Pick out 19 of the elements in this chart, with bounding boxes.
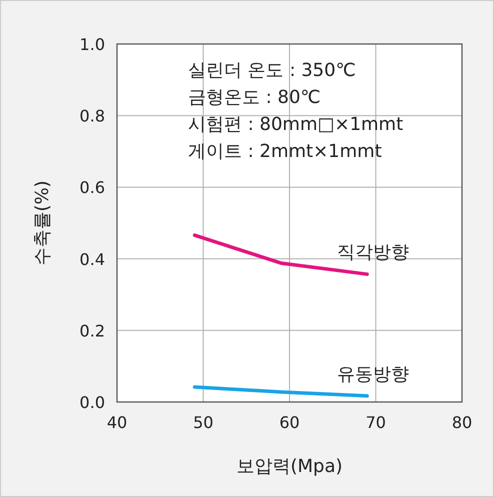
x-tick-label: 50: [193, 413, 214, 432]
y-tick-label: 0.0: [80, 393, 105, 412]
x-tick-label: 40: [106, 413, 128, 432]
x-axis-title: 보압력(Mpa): [236, 456, 343, 477]
series-label: 직각방향: [337, 242, 410, 264]
y-axis-title: 수축률(%): [32, 180, 53, 266]
y-tick-label: 0.6: [80, 178, 105, 198]
x-tick-label: 70: [366, 413, 386, 432]
x-tick-label: 60: [279, 413, 300, 432]
annotation: 실린더 온도 : 350℃: [188, 60, 356, 81]
y-tick-label: 0.2: [80, 321, 105, 340]
x-tick-label: 80: [452, 413, 472, 432]
y-tick-label: 0.4: [80, 250, 105, 269]
y-tick-label: 1.0: [80, 35, 105, 54]
annotation: 시험편 : 80mm□×1mmt: [188, 114, 404, 135]
annotation: 금형온도 : 80℃: [188, 87, 321, 108]
annotation: 게이트 : 2mmt×1mmt: [188, 141, 382, 162]
series-label: 유동방향: [337, 364, 410, 385]
y-tick-label: 0.8: [80, 106, 105, 126]
